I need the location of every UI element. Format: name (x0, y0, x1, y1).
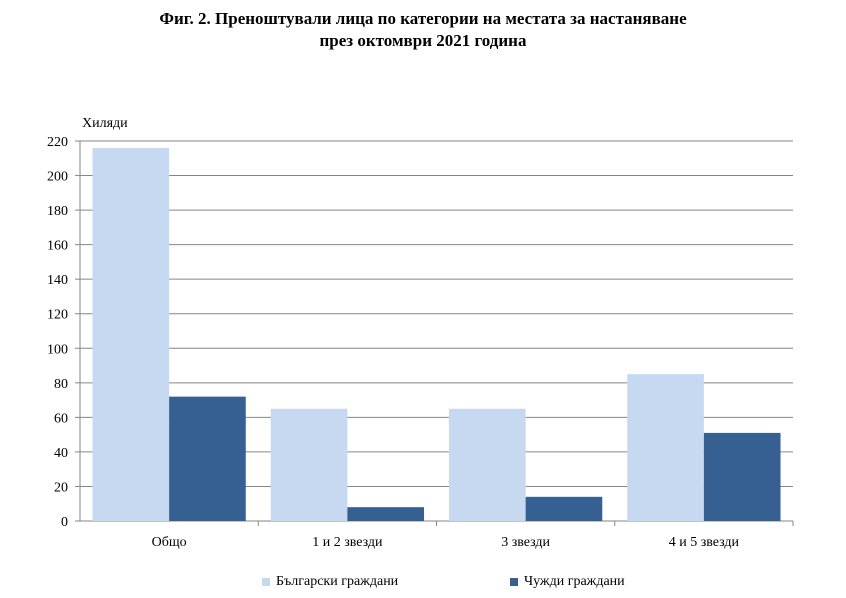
y-tick-label: 140 (47, 273, 68, 288)
y-tick-label: 120 (47, 308, 68, 323)
legend-item-bulgarian: Български граждани (262, 574, 398, 590)
y-tick-label: 40 (54, 446, 68, 461)
y-tick-label: 220 (47, 135, 68, 150)
chart-legend: Български граждани Чужди граждани (0, 574, 846, 594)
y-tick-label: 160 (47, 239, 68, 254)
bar (347, 507, 425, 521)
y-tick-label: 20 (54, 480, 68, 495)
chart-title: Фиг. 2. Преноштувaли лица по категории н… (0, 8, 846, 52)
y-tick-label: 60 (54, 411, 68, 426)
y-axis-label: Хиляди (82, 116, 128, 131)
chart-title-line-1: Фиг. 2. Преноштувaли лица по категории н… (159, 9, 687, 28)
legend-label-foreign: Чужди граждани (524, 574, 625, 589)
bar (270, 408, 348, 521)
x-tick-label: 4 и 5 звезди (669, 535, 740, 550)
y-tick-label: 200 (47, 170, 68, 185)
y-tick-label: 80 (54, 377, 68, 392)
x-tick-label: Общо (152, 535, 187, 550)
legend-item-foreign: Чужди граждани (510, 574, 625, 590)
bar (525, 496, 603, 521)
bar (448, 408, 526, 521)
y-tick-label: 0 (61, 515, 68, 530)
bar (703, 432, 781, 521)
legend-swatch-bulgarian (262, 578, 270, 586)
bar (627, 374, 704, 521)
legend-swatch-foreign (510, 578, 518, 586)
bar (92, 147, 170, 521)
x-tick-label: 1 и 2 звезди (312, 535, 383, 550)
x-tick-label: 3 звезди (501, 535, 550, 550)
bar (169, 396, 246, 521)
y-tick-label: 180 (47, 204, 68, 219)
chart-title-line-2: през октомври 2021 година (319, 31, 527, 50)
y-tick-label: 100 (47, 342, 68, 357)
bar-chart: 0 20 40 60 80 100 120 140 160 180 200 220 Хиляди Общо… (47, 116, 794, 550)
legend-label-bulgarian: Български граждани (276, 574, 399, 589)
